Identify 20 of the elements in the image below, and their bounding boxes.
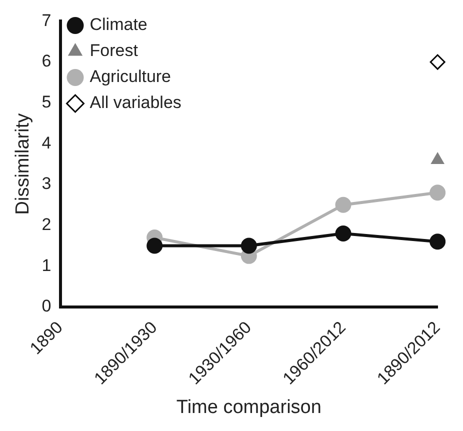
point <box>430 184 446 201</box>
point <box>335 225 352 242</box>
x-axis-title: Time comparison <box>176 396 322 418</box>
y-tick-label: 7 <box>42 10 52 30</box>
y-tick-label: 6 <box>42 52 52 71</box>
point <box>240 238 257 254</box>
y-tick-label: 4 <box>42 133 52 152</box>
legend-label: Climate <box>90 15 148 34</box>
legend-label: All variables <box>90 93 182 112</box>
y-axis-title: Dissimilarity <box>12 112 34 215</box>
y-tick-label: 0 <box>42 296 52 316</box>
y-tick-label: 2 <box>42 214 52 234</box>
legend-label: Agriculture <box>90 67 172 86</box>
y-tick-label: 3 <box>42 174 52 194</box>
y-tick-label: 1 <box>42 256 52 275</box>
legend-label: Forest <box>90 41 138 60</box>
y-tick-label: 5 <box>42 92 52 112</box>
point <box>430 234 446 250</box>
point <box>146 238 163 254</box>
point <box>335 196 352 213</box>
